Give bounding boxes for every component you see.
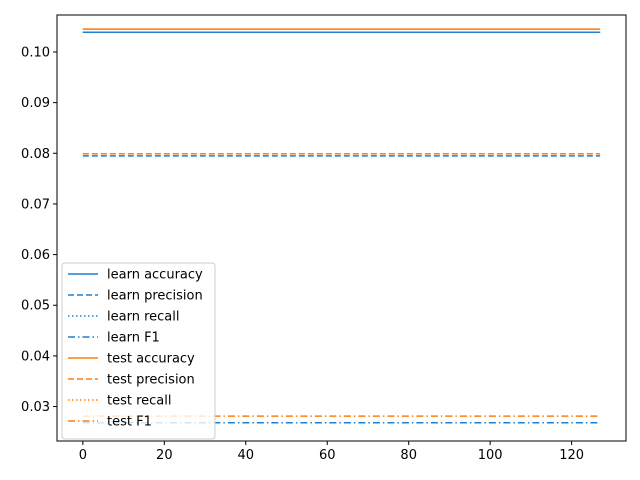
y-tick-label: 0.03 <box>21 400 50 415</box>
y-tick-label: 0.05 <box>21 299 50 314</box>
legend-label: learn F1 <box>107 331 160 346</box>
x-tick-label: 60 <box>319 448 336 463</box>
y-tick-label: 0.06 <box>21 248 50 263</box>
legend: learn accuracy learn precision learn recal… <box>61 262 216 440</box>
legend-label: test precision <box>107 373 195 388</box>
legend-label: learn accuracy <box>107 268 203 283</box>
x-tick-label: 120 <box>559 448 584 463</box>
legend-label: learn recall <box>107 310 179 325</box>
legend-box <box>61 262 216 440</box>
legend-label: test recall <box>107 394 172 409</box>
y-tick-label: 0.10 <box>21 45 50 60</box>
y-tick-label: 0.04 <box>21 349 50 364</box>
y-tick-label: 0.09 <box>21 96 50 111</box>
y-tick-label: 0.08 <box>21 147 50 162</box>
x-tick-label: 0 <box>79 448 87 463</box>
y-tick-label: 0.07 <box>21 197 50 212</box>
axes-layer: 0 20 40 60 80 100 120 0.03 0.04 0.05 0.06 0.07 0.08 0… <box>21 14 627 463</box>
x-tick-label: 80 <box>400 448 417 463</box>
x-tick-label: 20 <box>156 448 173 463</box>
x-tick-label: 100 <box>478 448 503 463</box>
legend-label: learn precision <box>107 289 203 304</box>
legend-label: test accuracy <box>107 352 195 367</box>
legend-label: test F1 <box>107 415 152 430</box>
x-tick-label: 40 <box>238 448 255 463</box>
plot-frame <box>56 14 627 442</box>
series-layer <box>82 28 601 424</box>
